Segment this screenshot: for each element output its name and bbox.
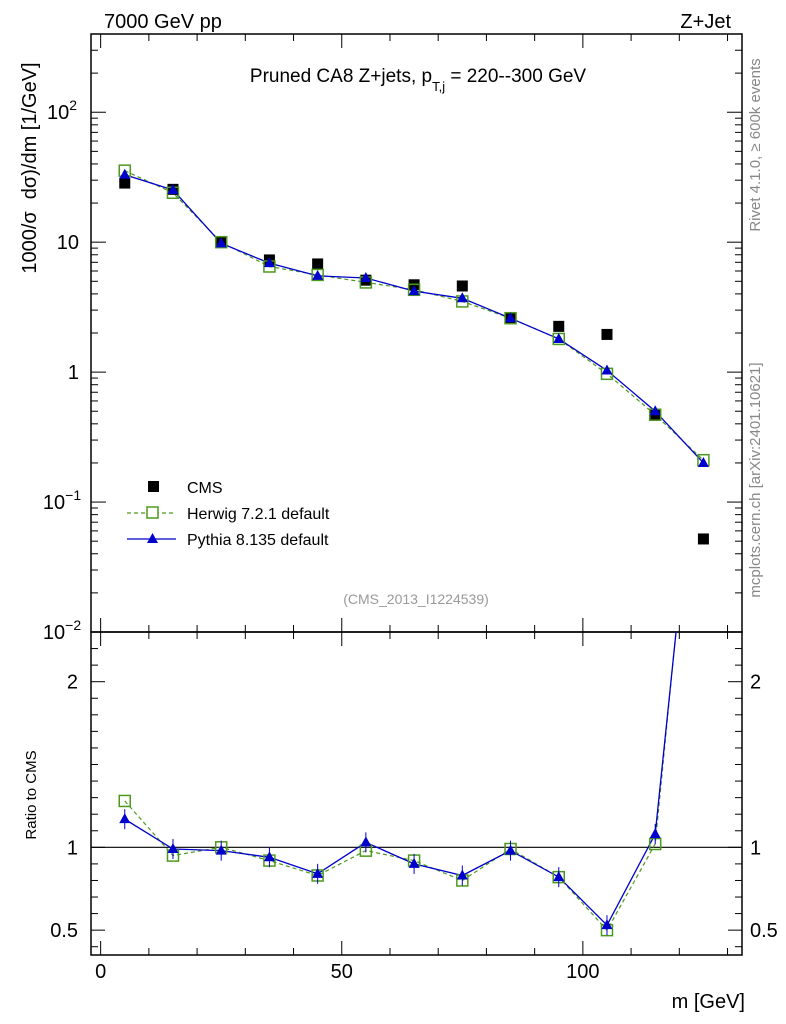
- pythia-point: [263, 257, 275, 268]
- main-title-text: Pruned CA8 Z+jets, p: [250, 66, 432, 87]
- main-title-suffix: = 220--300 GeV: [445, 66, 586, 87]
- main-ticks: [91, 33, 742, 633]
- legend-pythia-label: Pythia 8.135 default: [187, 532, 329, 549]
- xtick-label: 100: [566, 961, 599, 983]
- main-ytick-label: 10−1: [43, 487, 81, 514]
- pythia-point: [119, 168, 131, 179]
- main-ytick-label-base: 10: [43, 622, 65, 644]
- main-ytick-label-exponent: −2: [65, 617, 81, 633]
- ratio-pythia-point: [360, 836, 372, 847]
- pythia-point: [649, 405, 661, 416]
- ratio-tick-labels: 0.5 0.5 1 1 2 2 0 50 100: [50, 672, 778, 983]
- herwig-point: [311, 268, 324, 282]
- main-ylabel-a: 1000/σ: [19, 211, 41, 274]
- legend: CMS Herwig 7.2.1 default Pythia 8.135 de…: [127, 480, 330, 549]
- cms-point: [119, 177, 131, 189]
- ratio-frame: [90, 631, 743, 956]
- main-ytick-label: 102: [47, 97, 77, 124]
- header-right: Z+Jet: [680, 11, 731, 33]
- ratio-pythia-point: [408, 857, 420, 868]
- legend-item-herwig: Herwig 7.2.1 default: [127, 506, 330, 523]
- ratio-ytick-label-right: 2: [750, 672, 761, 694]
- ratio-pythia-point: [456, 869, 468, 880]
- xtick-label: 0: [95, 961, 106, 983]
- legend-herwig-label: Herwig 7.2.1 default: [187, 506, 330, 523]
- header-left: 7000 GeV pp: [104, 11, 222, 33]
- ratio-ytick-label-left: 1: [67, 837, 78, 859]
- pythia-point: [456, 292, 468, 303]
- ratio-pythia-point: [215, 844, 227, 855]
- cms-point: [456, 280, 468, 292]
- herwig-line: [124, 170, 704, 461]
- pythia-point: [601, 364, 613, 375]
- legend-item-cms: CMS: [148, 480, 223, 497]
- herwig-point: [407, 283, 421, 297]
- cms-point: [697, 533, 709, 545]
- mcplots-label: mcplots.cern.ch [arXiv:2401.10621]: [747, 362, 764, 597]
- ratio-ytick-label-left: 2: [67, 672, 78, 694]
- main-ytick-label-base: 10: [47, 102, 69, 124]
- xtick-label: 50: [331, 961, 353, 983]
- pythia-point: [167, 184, 179, 195]
- ratio-ticks: [91, 632, 742, 955]
- pythia-point: [360, 272, 372, 283]
- main-ytick-label-base: 10: [57, 232, 79, 254]
- cms-point: [601, 328, 613, 340]
- ratio-pythia-point: [649, 828, 661, 839]
- legend-cms-marker: [148, 481, 159, 492]
- analysis-watermark: (CMS_2013_I1224539): [343, 591, 489, 607]
- ratio-pythia-point: [167, 842, 179, 853]
- main-ytick-label-base: 1: [68, 362, 79, 384]
- cms-point: [312, 258, 324, 270]
- main-title-subscript: T,j: [432, 79, 445, 94]
- main-ytick-label-exponent: 2: [69, 97, 77, 113]
- pythia-point: [408, 285, 420, 296]
- legend-pythia-marker: [147, 533, 158, 543]
- main-ytick-label-exponent: −1: [65, 487, 81, 503]
- pythia-point: [215, 237, 227, 248]
- ratio-ylabel: Ratio to CMS: [23, 750, 40, 839]
- ratio-pythia-point: [263, 851, 275, 862]
- xaxis-label: m [GeV]: [672, 991, 745, 1013]
- ratio-ytick-label-left: 0.5: [50, 920, 78, 942]
- main-series: [118, 164, 710, 545]
- ratio-pythia-point: [312, 867, 324, 878]
- main-ytick-label: 10: [57, 232, 79, 254]
- main-ylabel-b: dσ)/dm [1/GeV]: [19, 62, 41, 199]
- ratio-pythia-point: [553, 871, 565, 882]
- pythia-line: [124, 174, 704, 464]
- ratio-herwig-line: [124, 632, 677, 932]
- legend-herwig-marker: [146, 506, 159, 519]
- pythia-point: [697, 456, 709, 467]
- legend-cms-label: CMS: [187, 480, 223, 497]
- main-ytick-label-base: 10: [43, 492, 65, 514]
- herwig-point: [214, 235, 228, 249]
- main-ytick-label: 1: [68, 362, 79, 384]
- ratio-panel: 0.5 0.5 1 1 2 2 0 50 100 Ratio to CMS m [GeV]: [23, 631, 778, 1013]
- pythia-point: [505, 312, 517, 323]
- ratio-series: [118, 632, 677, 937]
- legend-item-pythia: Pythia 8.135 default: [127, 532, 329, 549]
- main-ylabel: 1000/σ dσ)/dm [1/GeV]: [19, 62, 41, 273]
- main-ytick-label: 10−2: [43, 617, 81, 644]
- ratio-herwig-point: [118, 794, 132, 808]
- ratio-pythia-point: [505, 844, 517, 855]
- pythia-point: [312, 269, 324, 280]
- ratio-ytick-label-right: 0.5: [750, 920, 778, 942]
- pythia-point: [553, 332, 565, 343]
- rivet-label: Rivet 4.1.0, ≥ 600k events: [747, 58, 764, 231]
- main-title: Pruned CA8 Z+jets, pT,j = 220--300 GeV: [250, 66, 587, 94]
- cms-point: [553, 320, 565, 332]
- ratio-pythia-line: [124, 632, 677, 927]
- ratio-pythia-point: [119, 813, 131, 824]
- ratio-pythia-point: [601, 919, 613, 930]
- ratio-ytick-label-right: 1: [750, 837, 761, 859]
